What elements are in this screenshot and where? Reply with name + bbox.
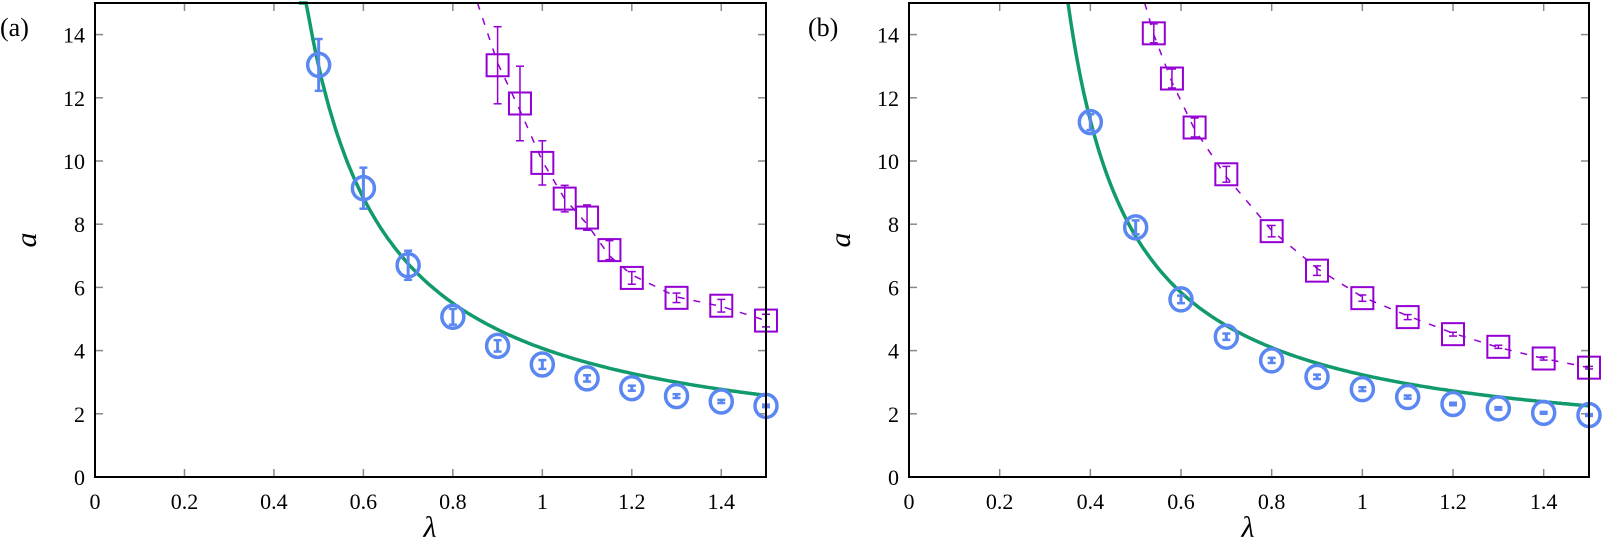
y-tick-label: 8 <box>888 212 899 237</box>
square-point <box>1531 346 1556 371</box>
circle-point <box>1440 390 1466 418</box>
square-point <box>1486 334 1511 359</box>
panel-label: (a) <box>0 13 29 42</box>
x-axis-label: λ <box>1241 511 1255 543</box>
fit-curve <box>1066 3 1590 408</box>
circle-point <box>1349 375 1376 403</box>
x-tick-label: 1.2 <box>1439 489 1467 514</box>
x-tick-label: 0.4 <box>1077 489 1105 514</box>
circle-point <box>1077 108 1104 136</box>
circle-point <box>1530 399 1557 427</box>
x-tick-label: 1.4 <box>1530 489 1558 514</box>
square-point <box>597 238 622 263</box>
x-tick-label: 0.4 <box>260 489 288 514</box>
y-axis-label: a <box>10 233 43 248</box>
square-point <box>1305 258 1329 283</box>
square-point <box>1395 305 1420 330</box>
circle-point <box>708 388 735 415</box>
fit-curve <box>299 1 767 398</box>
y-tick-label: 12 <box>877 86 899 111</box>
circle-point <box>440 303 466 331</box>
dashed-curve <box>1143 2 1590 369</box>
x-tick-label: 1.2 <box>618 489 646 514</box>
y-tick-label: 4 <box>74 339 85 364</box>
circle-point <box>1485 395 1512 422</box>
square-point <box>619 265 644 290</box>
circle-point <box>1213 323 1240 350</box>
dashed-curve <box>476 2 767 322</box>
x-tick-label: 0.2 <box>986 489 1014 514</box>
y-tick-label: 4 <box>888 339 899 364</box>
x-tick-label: 1 <box>537 489 548 514</box>
x-tick-label: 0.8 <box>1258 489 1286 514</box>
y-tick-label: 0 <box>74 465 85 490</box>
panel-a: (a) λ a 0 0.2 0.4 0.6 0.8 1 1.2 1.4 0 2 4 6 8 10 12 14 <box>0 1 779 543</box>
circle-point <box>1394 383 1421 411</box>
y-tick-label: 8 <box>74 212 85 237</box>
y-tick-label: 6 <box>74 275 85 300</box>
square-point <box>1159 66 1184 91</box>
square-point <box>709 293 734 318</box>
square-point <box>1214 162 1239 187</box>
circle-point <box>484 332 511 360</box>
y-tick-label: 14 <box>877 23 899 48</box>
y-axis-label: a <box>824 233 857 248</box>
circle-point <box>1122 214 1149 241</box>
y-tick-label: 2 <box>74 402 85 427</box>
x-tick-label: 1.4 <box>708 489 736 514</box>
panel-b: (b) λ a 0 0.2 0.4 0.6 0.8 1 1.2 1.4 0 2 4 6 8 10 12 14 <box>808 2 1602 543</box>
y-tick-label: 10 <box>877 149 899 174</box>
x-tick-label: 1 <box>1357 489 1368 514</box>
y-tick-label: 0 <box>888 465 899 490</box>
y-tick-label: 10 <box>63 149 85 174</box>
circle-point <box>1168 286 1194 313</box>
y-tick-label: 6 <box>888 275 899 300</box>
circle-point <box>1258 347 1285 374</box>
x-tick-label: 0.6 <box>1167 489 1195 514</box>
y-tick-label: 2 <box>888 402 899 427</box>
circle-point <box>1304 363 1330 391</box>
square-point <box>1182 115 1207 140</box>
square-point <box>1259 219 1284 244</box>
square-point <box>664 285 689 310</box>
circle-point <box>619 374 645 402</box>
plot-frame <box>908 2 1590 478</box>
x-tick-label: 0.2 <box>171 489 199 514</box>
x-tick-label: 0.6 <box>350 489 378 514</box>
square-point <box>1350 286 1375 311</box>
y-tick-label: 12 <box>63 86 85 111</box>
square-point <box>1141 21 1166 46</box>
plot-frame <box>94 2 767 478</box>
circle-point <box>529 351 556 378</box>
x-tick-label: 0.8 <box>439 489 467 514</box>
circle-point <box>574 365 600 392</box>
x-tick-label: 0 <box>904 489 915 514</box>
x-axis-label: λ <box>423 511 437 543</box>
x-tick-label: 0 <box>90 489 101 514</box>
circle-point <box>663 382 690 410</box>
panel-label: (b) <box>808 13 838 42</box>
y-tick-label: 14 <box>63 23 85 48</box>
square-point <box>1441 322 1465 347</box>
